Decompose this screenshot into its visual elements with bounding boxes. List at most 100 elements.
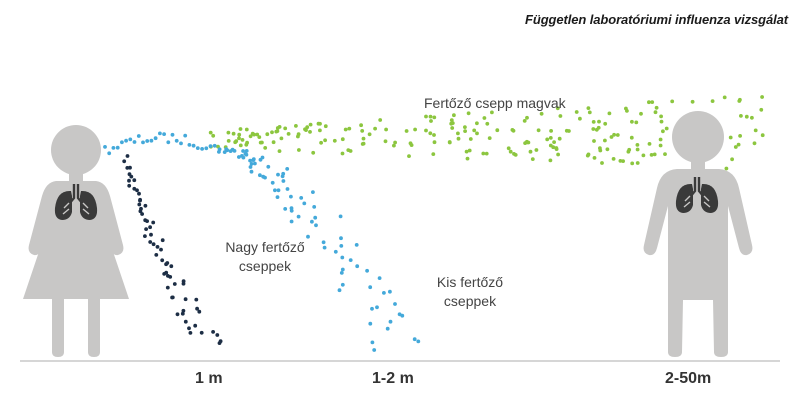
droplet-dot (591, 120, 596, 124)
droplet-dot (208, 130, 213, 135)
droplet-dot (183, 297, 188, 302)
droplet-dot (592, 156, 597, 160)
droplet-dot (187, 143, 192, 147)
droplet-dot (522, 119, 527, 123)
droplet-dot (289, 219, 294, 224)
droplet-dot (166, 140, 171, 145)
droplet-dot (285, 187, 290, 191)
droplet-dot (258, 140, 263, 145)
droplet-dot (337, 288, 342, 293)
droplet-dot (124, 138, 128, 143)
droplet-dot (355, 264, 360, 269)
droplet-dot (212, 143, 217, 148)
droplet-dot (449, 121, 454, 126)
droplet-dot (482, 116, 487, 120)
droplet-dot (388, 289, 392, 294)
droplet-dot (428, 114, 433, 119)
droplet-dot (332, 138, 337, 143)
droplet-dot (551, 145, 556, 150)
droplet-dot (225, 148, 230, 153)
droplet-dot (308, 122, 313, 127)
droplet-dot (208, 144, 213, 149)
droplet-dot (237, 136, 241, 141)
droplet-dot (318, 128, 322, 133)
droplet-dot (530, 157, 535, 162)
droplet-dot (647, 100, 651, 105)
droplet-dot (629, 135, 634, 140)
droplet-dot (226, 130, 231, 135)
droplet-dot (244, 152, 249, 157)
droplet-dot (592, 139, 596, 143)
droplet-dot (464, 149, 469, 154)
droplet-dot (314, 223, 318, 228)
droplet-dot (377, 276, 382, 280)
droplet-dot (528, 149, 533, 154)
large-droplets-label: Nagy fertőző cseppek (215, 238, 315, 276)
large-droplets-label-line2: cseppek (238, 258, 292, 274)
droplet-dot (144, 227, 149, 232)
droplet-dot (122, 159, 127, 164)
droplet-dot (302, 201, 307, 206)
droplet-dot (306, 234, 310, 239)
droplet-dot (340, 151, 345, 156)
droplet-dot (404, 129, 409, 133)
droplet-dot (188, 331, 193, 335)
droplet-dot (635, 147, 640, 152)
droplet-dot (260, 155, 265, 160)
droplet-dot (378, 118, 383, 122)
droplet-dot (162, 132, 167, 137)
droplet-dot (160, 258, 165, 263)
droplet-dot (597, 119, 601, 124)
droplet-dot (137, 202, 142, 207)
droplet-dot (158, 131, 162, 136)
droplet-dot (195, 146, 200, 151)
droplet-dot (151, 220, 156, 225)
droplet-dot (138, 198, 142, 203)
droplet-dot (487, 136, 492, 141)
droplet-dot (564, 128, 569, 133)
droplet-dot (659, 114, 663, 119)
droplet-dot (281, 179, 286, 183)
droplet-dot (322, 245, 327, 250)
droplet-dot (273, 188, 277, 193)
droplet-dot (635, 161, 640, 165)
droplet-dot (140, 212, 145, 216)
droplet-dot (115, 145, 120, 150)
droplet-dot (361, 141, 366, 146)
droplet-dot (432, 115, 437, 120)
droplet-dot (594, 127, 599, 132)
droplet-dot (760, 95, 764, 99)
droplet-dot (605, 147, 610, 152)
droplet-dot (283, 126, 288, 131)
droplet-dot (333, 249, 338, 254)
droplet-dot (603, 121, 608, 126)
droplet-dot (128, 165, 132, 170)
droplet-dot (557, 136, 562, 141)
droplet-dot (361, 136, 366, 141)
droplet-dot (650, 100, 655, 104)
droplet-dot (238, 127, 243, 131)
droplet-dot (279, 136, 284, 141)
droplet-dot (311, 150, 316, 155)
droplet-dot (191, 143, 196, 148)
droplet-dot (658, 143, 663, 148)
droplet-dot (630, 161, 635, 166)
droplet-dot (663, 152, 667, 157)
droplet-dot (215, 333, 220, 337)
droplet-dot (277, 149, 282, 154)
droplet-dot (598, 148, 603, 153)
droplet-dot (248, 134, 253, 139)
droplet-dot (340, 137, 345, 142)
airborne-droplets (208, 95, 765, 171)
droplet-dot (424, 128, 428, 133)
droplet-dot (495, 128, 500, 133)
droplet-dot (578, 116, 582, 121)
droplet-dot (285, 167, 290, 171)
droplet-dot (670, 99, 675, 104)
distance-label-2-50m: 2-50m (665, 370, 712, 387)
droplet-dot (252, 132, 256, 137)
droplet-dot (661, 129, 665, 134)
droplet-dot (744, 114, 749, 119)
lungs-icon (675, 177, 719, 213)
droplet-dot (244, 127, 249, 132)
